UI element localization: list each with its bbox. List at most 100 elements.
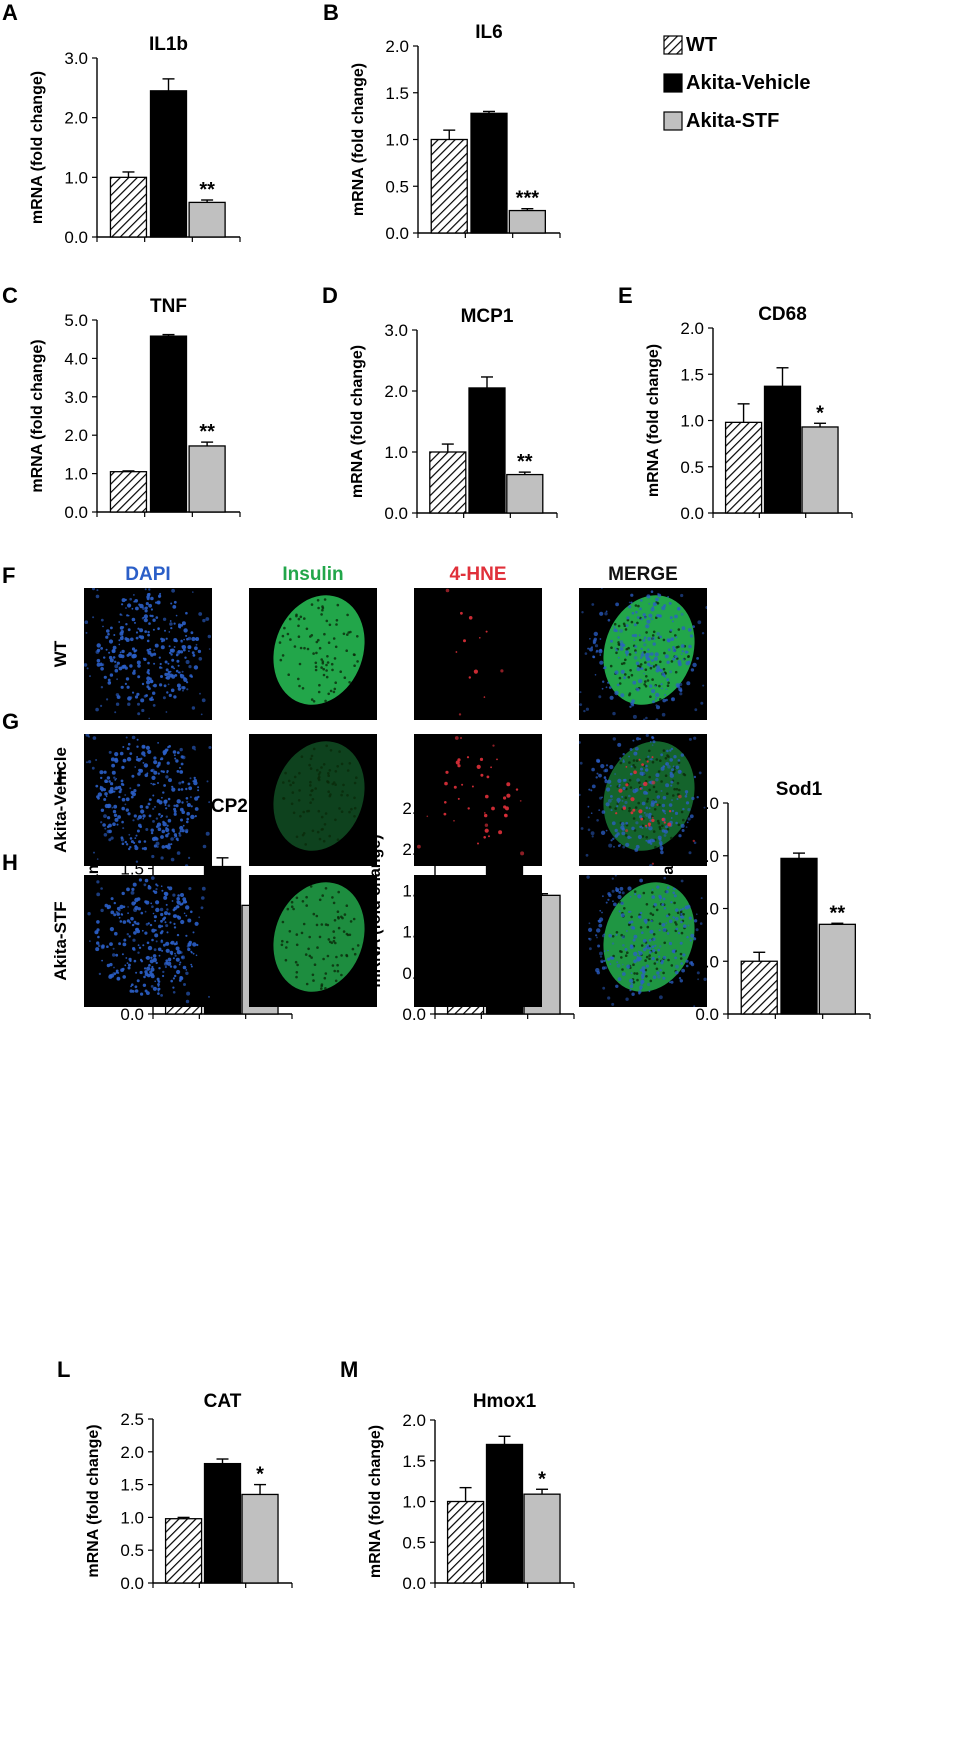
y-tick-label: 0.0 — [120, 1005, 144, 1024]
y-tick-label: 2.0 — [64, 426, 88, 445]
panel-letter-f: F — [2, 563, 15, 588]
y-tick-label: 0.0 — [120, 1574, 144, 1593]
panel-letter-h: H — [2, 850, 18, 875]
y-axis-label: mRNA (fold change) — [85, 1424, 102, 1577]
legend-swatch-akita-vehicle — [663, 73, 683, 93]
y-tick-label: 1.5 — [680, 365, 704, 384]
bar-akita-vehicle — [470, 112, 508, 234]
y-tick-label: 1.0 — [680, 412, 704, 431]
panel-letter-g: G — [2, 709, 19, 734]
y-tick-label: 3.0 — [64, 49, 88, 68]
error-bar — [483, 110, 495, 114]
micrograph-akita-stf-dapi — [84, 875, 212, 1007]
micrograph-akita-stf-merge — [579, 875, 707, 1007]
panel-letter-m: M — [340, 1357, 358, 1382]
micrograph-wt-merge — [579, 588, 707, 720]
significance-marker: ** — [830, 902, 846, 924]
y-tick-label: 2.0 — [680, 319, 704, 338]
significance-marker: *** — [516, 188, 540, 210]
significance-marker: ** — [199, 179, 215, 201]
y-tick-label: 4.0 — [64, 349, 88, 368]
panel-letter-c: C — [2, 283, 18, 308]
bar-akita-vehicle — [149, 335, 188, 513]
bar-akita-stf — [188, 445, 226, 513]
chart-title: IL6 — [475, 22, 502, 43]
error-bar — [162, 333, 175, 337]
error-bar — [177, 1516, 190, 1519]
y-tick-label: 2.0 — [120, 1443, 144, 1462]
y-axis-label: mRNA (fold change) — [29, 339, 46, 492]
y-tick-label: 2.0 — [64, 109, 88, 128]
chart-il6: B IL6 mRNA (fold change) 0.0 0.5 1.0 1.5 2.0 *** — [323, 0, 561, 243]
error-bar — [737, 403, 750, 423]
y-axis-label: mRNA (fold change) — [645, 344, 662, 497]
bar-akita-vehicle — [468, 387, 506, 514]
y-tick-label: 0.0 — [64, 228, 88, 247]
y-tick-label: 0.5 — [680, 458, 704, 477]
significance-marker: ** — [517, 451, 533, 473]
error-bar — [216, 857, 229, 867]
error-bar — [162, 78, 175, 91]
row-label-akita-vehicle: Akita-Vehicle — [51, 747, 70, 853]
y-tick-label: 1.0 — [64, 465, 88, 484]
chart-il1b: A IL1b mRNA (fold change) 0.0 1.0 2.0 3.0 ** — [2, 0, 241, 247]
y-axis-label: mRNA (fold change) — [349, 345, 366, 498]
column-label-hne: 4-HNE — [449, 564, 506, 585]
y-tick-label: 1.5 — [120, 1476, 144, 1495]
legend: WT Akita-Vehicle Akita-STF — [663, 34, 811, 132]
bar-wt — [109, 471, 148, 513]
y-tick-label: 3.0 — [64, 388, 88, 407]
legend-swatch-akita-stf — [663, 111, 683, 131]
error-bar — [216, 1458, 229, 1464]
y-axis-label: mRNA (fold change) — [367, 1425, 384, 1578]
chart-title: MCP1 — [461, 306, 514, 327]
column-label-dapi: DAPI — [125, 564, 170, 585]
error-bar — [814, 422, 827, 427]
error-bar — [498, 1435, 511, 1445]
y-tick-label: 0.0 — [402, 1005, 426, 1024]
y-tick-label: 1.5 — [385, 84, 409, 103]
y-tick-label: 2.5 — [120, 1410, 144, 1429]
column-label-insulin: Insulin — [282, 564, 343, 585]
y-tick-label: 1.0 — [384, 443, 408, 462]
micrograph-wt-insulin — [249, 588, 377, 720]
micrograph-akita-vehicle-dapi — [84, 734, 212, 866]
bar-wt — [430, 138, 468, 234]
y-tick-label: 0.0 — [64, 503, 88, 522]
bar-akita-stf — [508, 209, 546, 234]
y-axis-label: mRNA (fold change) — [29, 71, 46, 224]
error-bar — [753, 951, 766, 962]
bar-akita-vehicle — [763, 385, 802, 514]
chart-title: Hmox1 — [473, 1391, 537, 1412]
panel-letter-e: E — [618, 283, 633, 308]
y-tick-label: 2.0 — [385, 37, 409, 56]
error-bar — [122, 171, 135, 178]
y-tick-label: 0.0 — [385, 224, 409, 243]
y-tick-label: 1.0 — [120, 1508, 144, 1527]
micrograph-akita-vehicle-hne — [414, 734, 542, 866]
micrograph-akita-vehicle-merge — [579, 734, 707, 866]
y-tick-label: 0.0 — [680, 504, 704, 523]
y-tick-label: 1.5 — [402, 1452, 426, 1471]
error-bar — [481, 376, 493, 388]
significance-marker: * — [816, 402, 824, 424]
y-tick-label: 0.0 — [695, 1005, 719, 1024]
legend-label-akita-stf: Akita-STF — [686, 110, 779, 132]
y-axis-label: mRNA (fold change) — [350, 63, 367, 216]
chart-hmox1: M Hmox1 mRNA (fold change) 0.0 0.5 1.0 1.5 2.0 * — [340, 1357, 575, 1593]
significance-marker: ** — [199, 421, 215, 443]
micrograph-akita-vehicle-insulin — [249, 734, 377, 866]
error-bar — [441, 443, 454, 452]
bar-akita-stf — [188, 201, 226, 238]
error-bar — [518, 471, 531, 475]
error-bar — [459, 1486, 472, 1502]
panel-letter-b: B — [323, 0, 339, 25]
error-bar — [443, 129, 456, 140]
significance-marker: * — [256, 1464, 264, 1486]
chart-title: CD68 — [758, 304, 807, 325]
bar-wt — [164, 1518, 203, 1584]
y-tick-label: 0.5 — [402, 1533, 426, 1552]
panel-letter-d: D — [322, 283, 338, 308]
bar-wt — [109, 176, 148, 238]
error-bar — [521, 207, 534, 211]
